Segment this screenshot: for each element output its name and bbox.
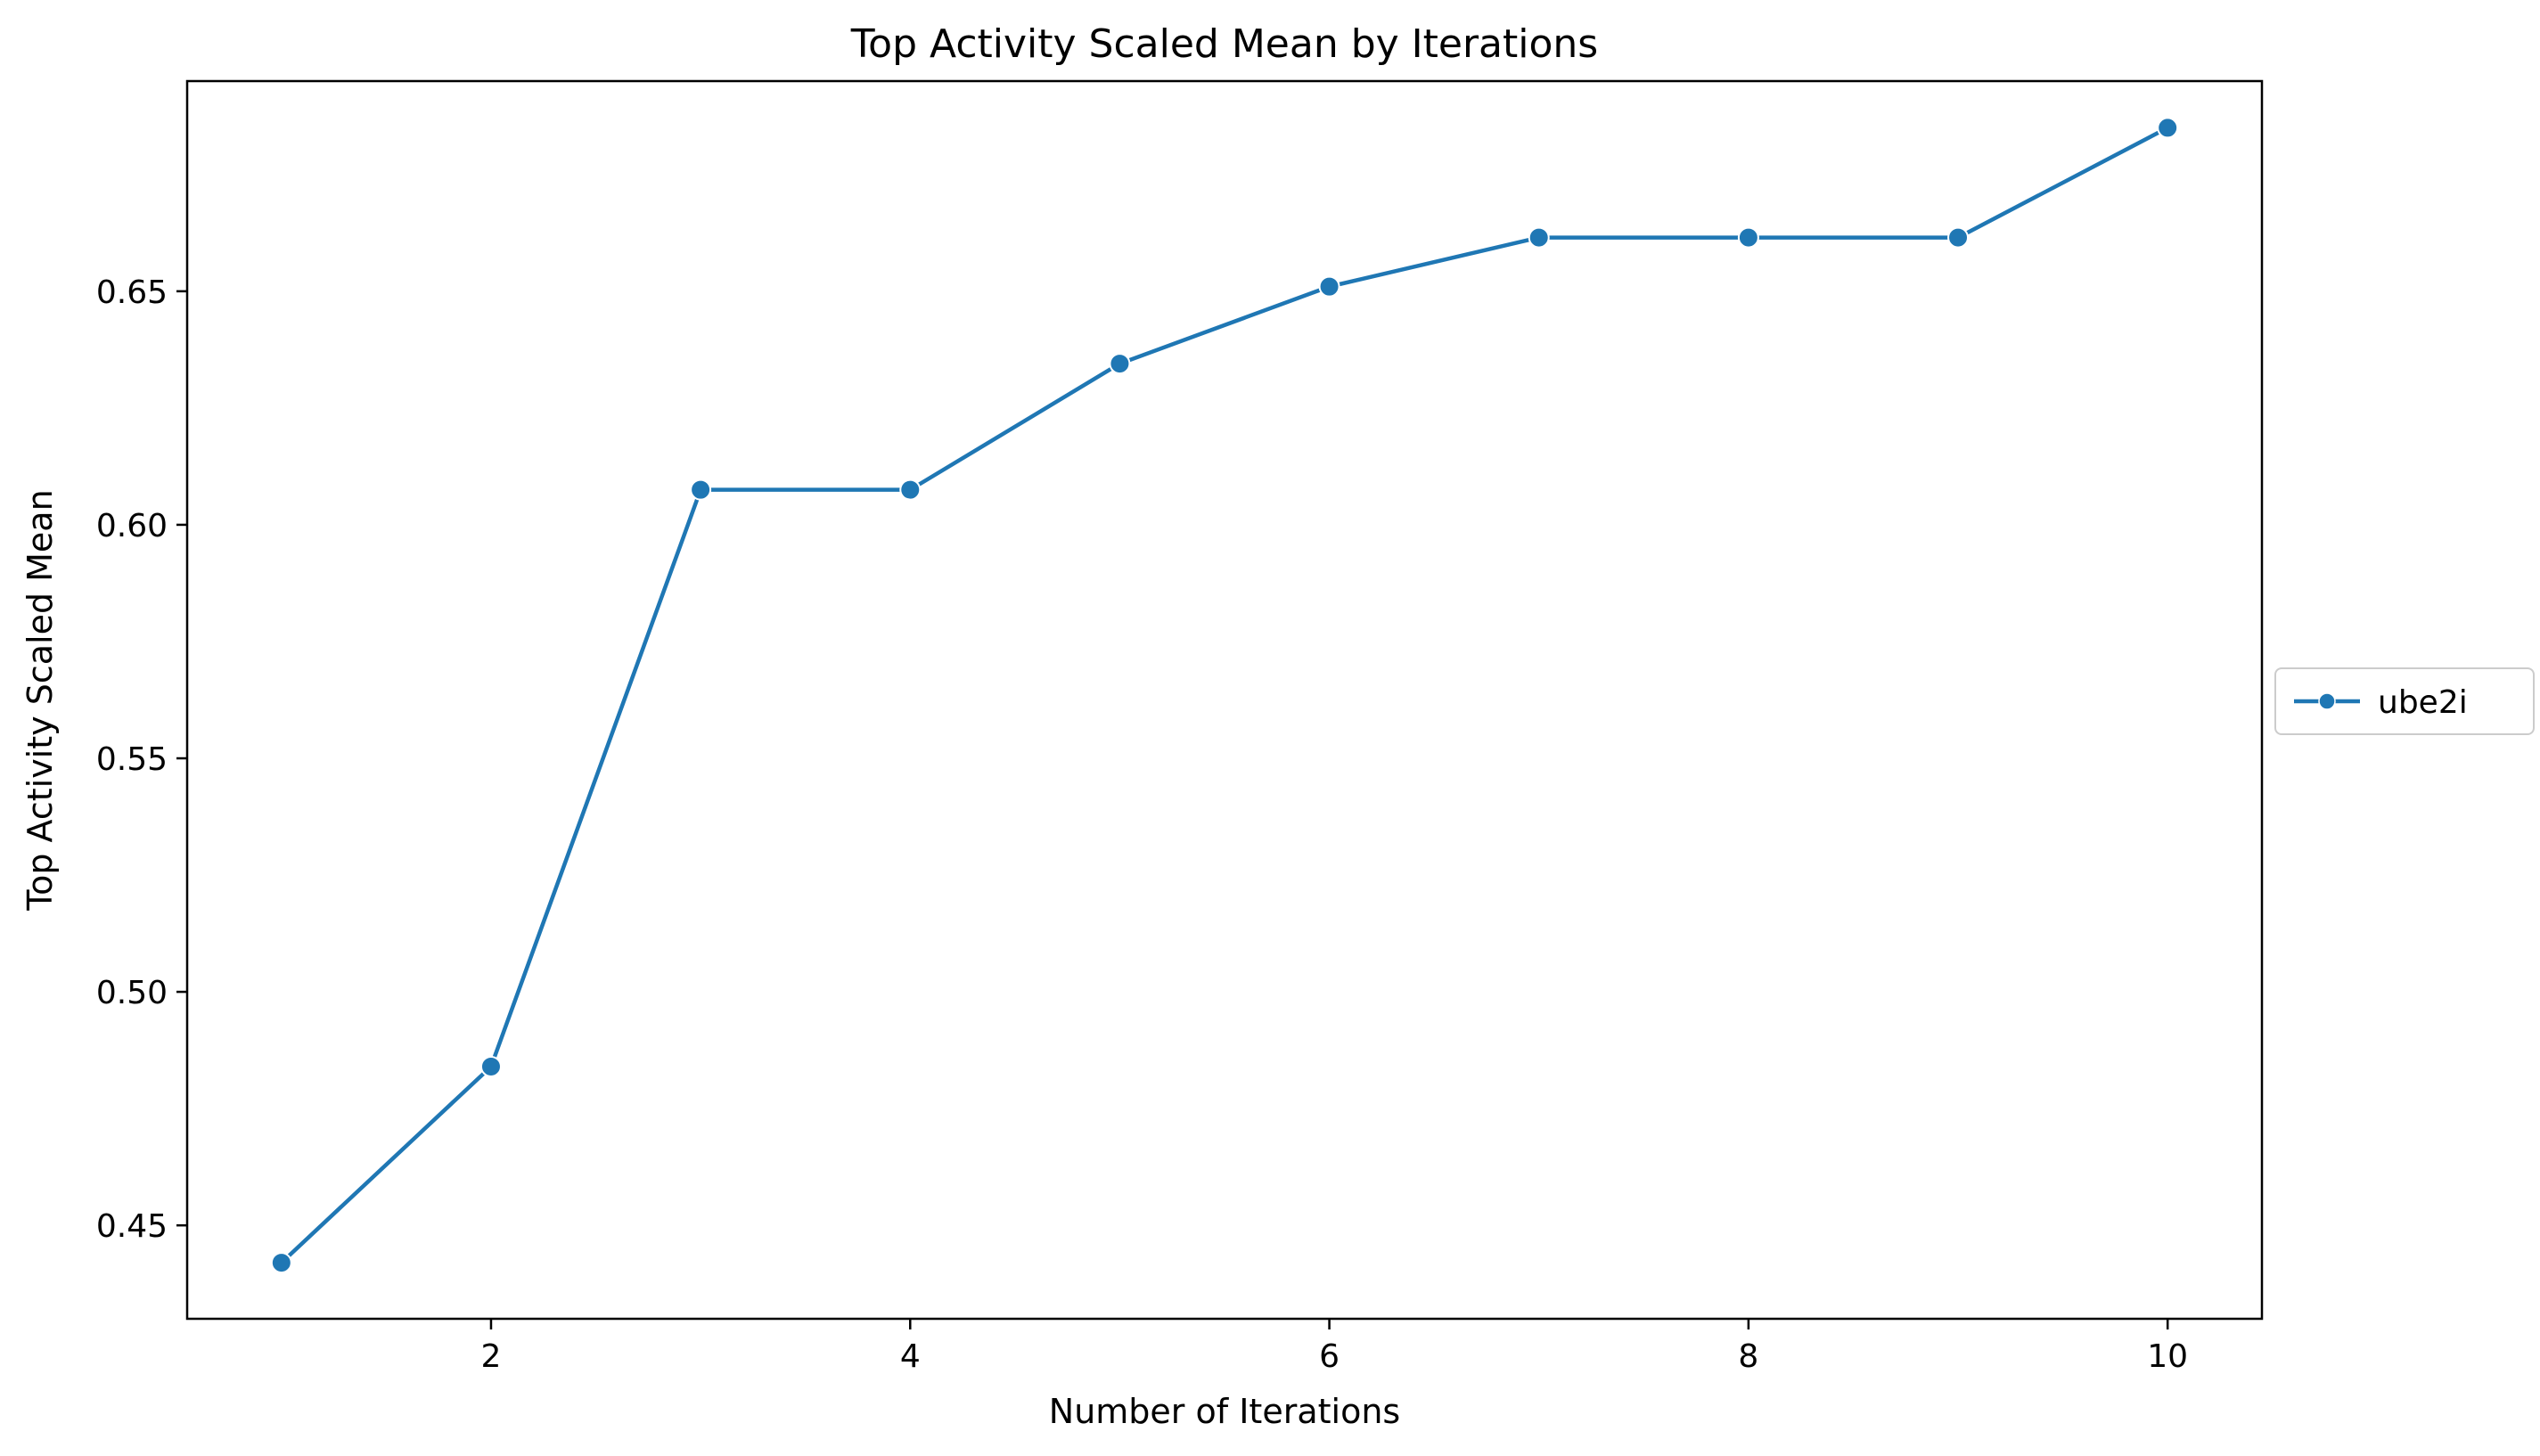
data-point: [2157, 117, 2179, 139]
data-point: [690, 479, 712, 501]
y-tick-label: 0.65: [96, 274, 168, 311]
data-point: [1318, 275, 1340, 298]
data-point: [1737, 226, 1759, 249]
data-point: [270, 1252, 292, 1274]
data-point: [479, 1055, 502, 1077]
data-point: [1947, 226, 1970, 249]
x-tick-label: 2: [481, 1338, 502, 1375]
data-point: [1528, 226, 1550, 249]
x-tick-label: 4: [900, 1338, 921, 1375]
y-axis-label: Top Activity Scaled Mean: [20, 489, 60, 911]
legend-box: [2274, 667, 2535, 735]
y-tick-label: 0.55: [96, 741, 168, 778]
y-axis: 0.45 0.50 0.55 0.60 0.65: [96, 274, 187, 1245]
x-tick-label: 10: [2147, 1338, 2188, 1375]
legend: ube2i: [2274, 667, 2535, 735]
series-line: [279, 126, 2170, 1265]
legend-label: ube2i: [2378, 684, 2468, 721]
data-point: [899, 479, 922, 501]
x-axis: 2 4 6 8 10: [481, 1319, 2188, 1375]
x-axis-label: Number of Iterations: [1049, 1392, 1400, 1431]
legend-marker-swatch: [2318, 692, 2336, 710]
x-tick-label: 8: [1738, 1338, 1758, 1375]
y-tick-label: 0.50: [96, 975, 168, 1011]
plot-area-frame: [185, 79, 2264, 1321]
y-tick-label: 0.45: [96, 1208, 168, 1245]
data-point: [1109, 353, 1131, 375]
x-tick-label: 6: [1319, 1338, 1340, 1375]
chart-title: Top Activity Scaled Mean by Iterations: [850, 21, 1598, 67]
series-layer: [270, 117, 2179, 1274]
y-tick-label: 0.60: [96, 508, 168, 544]
